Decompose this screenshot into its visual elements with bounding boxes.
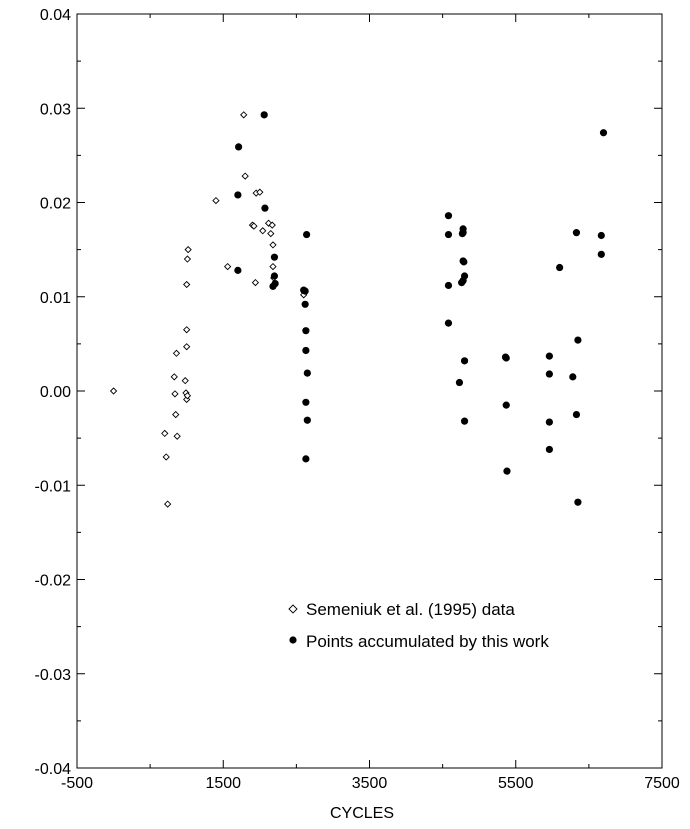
semeniuk-data-point (183, 392, 192, 400)
this-work-data-point (444, 230, 453, 239)
this-work-data-point (455, 378, 464, 387)
x-axis-title: CYCLES (330, 805, 394, 822)
legend-label-semeniuk: Semeniuk et al. (1995) data (306, 600, 515, 619)
x-tick-label: 7500 (644, 775, 680, 792)
plot-frame (76, 13, 663, 769)
this-work-data-point (556, 263, 564, 272)
semeniuk-data-point (171, 390, 179, 398)
semeniuk-data-point (240, 111, 248, 119)
this-work-data-point (270, 272, 279, 280)
this-work-data-point (460, 417, 469, 425)
legend-marker-semeniuk (288, 604, 298, 614)
this-work-data-point (572, 229, 581, 237)
semeniuk-data-point (162, 453, 170, 461)
this-work-data-point (569, 373, 577, 381)
axis-tick-labels: -500 1500 3500 5500 7500 -0.04 -0.03 -0.02 -0.01… (35, 7, 680, 792)
semeniuk-data-point (267, 229, 275, 238)
this-work-data-point (234, 191, 242, 199)
semeniuk-data-point (181, 376, 189, 385)
this-work-data-point (574, 498, 582, 506)
semeniuk-data-point (259, 227, 267, 235)
semeniuk-data-point (241, 172, 249, 180)
semeniuk-data-point (256, 188, 264, 196)
this-work-data-point (261, 204, 269, 212)
x-tick-label: -500 (61, 775, 93, 792)
semeniuk-data-point (183, 326, 191, 334)
semeniuk-data-point (161, 429, 169, 438)
this-work-data-point (303, 369, 311, 377)
this-work-data-point (460, 258, 468, 266)
this-work-data-point (597, 231, 605, 240)
y-tick-label: -0.01 (35, 478, 72, 495)
legend-label-this-work: Points accumulated by this work (306, 632, 549, 651)
x-tick-label: 1500 (205, 775, 241, 792)
this-work-data-point (303, 230, 311, 239)
semeniuk-data-point (224, 262, 232, 271)
x-tick-label: 3500 (352, 775, 388, 792)
this-work-data-point (459, 229, 467, 237)
legend-marker-this-work (289, 636, 297, 644)
this-work-data-point (234, 266, 242, 274)
semeniuk-data-point (164, 500, 172, 508)
semeniuk-data-point (173, 432, 181, 440)
this-work-data-point (502, 354, 510, 362)
x-tick-label: 5500 (498, 775, 534, 792)
y-tick-label: -0.04 (35, 761, 72, 778)
this-work-data-point (545, 352, 553, 360)
this-work-data-point (302, 346, 310, 355)
y-tick-label: -0.02 (35, 573, 72, 590)
semeniuk-data-point (183, 280, 191, 289)
semeniuk-data-point (109, 387, 118, 395)
this-work-data-point (302, 327, 310, 335)
semeniuk-data-point (184, 245, 192, 254)
semeniuk-data-point (251, 278, 260, 287)
this-work-data-point (271, 279, 279, 288)
this-work-data-point (503, 467, 511, 475)
this-work-data-point (545, 418, 553, 426)
y-tick-label: 0.02 (40, 196, 71, 213)
this-work-data-point (444, 281, 453, 290)
legend: Semeniuk et al. (1995) data Points accum… (288, 600, 549, 651)
semeniuk-data-point (172, 410, 180, 419)
y-tick-label: 0.01 (40, 290, 71, 307)
this-work-data-point (301, 300, 309, 308)
this-work-data-point (597, 250, 605, 258)
semeniuk-data-point (183, 255, 192, 263)
this-work-data-point (303, 416, 311, 424)
this-work-data-point (599, 129, 608, 137)
semeniuk-data-point (269, 241, 277, 249)
semeniuk-data-point (212, 196, 220, 205)
this-work-data-point (574, 336, 582, 344)
semeniuk-data-point (183, 343, 191, 351)
this-work-data-point (502, 401, 510, 409)
this-work-data-point (545, 445, 553, 454)
semeniuk-data-point (268, 221, 276, 229)
axis-ticks (76, 13, 663, 769)
this-work-data-point (260, 111, 268, 119)
y-tick-label: 0.04 (40, 7, 71, 24)
semeniuk-data-point (172, 349, 181, 357)
semeniuk-data-point (269, 262, 277, 271)
y-tick-label: -0.03 (35, 667, 72, 684)
this-work-data-point (460, 272, 469, 280)
this-work-data-point (460, 357, 469, 365)
this-work-data-point (545, 370, 553, 378)
this-work-data-point (235, 143, 243, 151)
this-work-data-point (270, 253, 279, 261)
this-work-data-point (302, 455, 310, 463)
semeniuk-data-point (170, 373, 178, 381)
semeniuk-data-point (250, 222, 258, 230)
this-work-data-point (301, 287, 309, 295)
this-work-data-point (302, 398, 310, 406)
this-work-data-point (444, 319, 453, 327)
data-markers (109, 111, 608, 508)
y-tick-label: 0.00 (40, 384, 71, 401)
this-work-data-point (572, 410, 581, 419)
y-tick-label: 0.03 (40, 101, 71, 118)
this-work-data-point (444, 212, 453, 220)
